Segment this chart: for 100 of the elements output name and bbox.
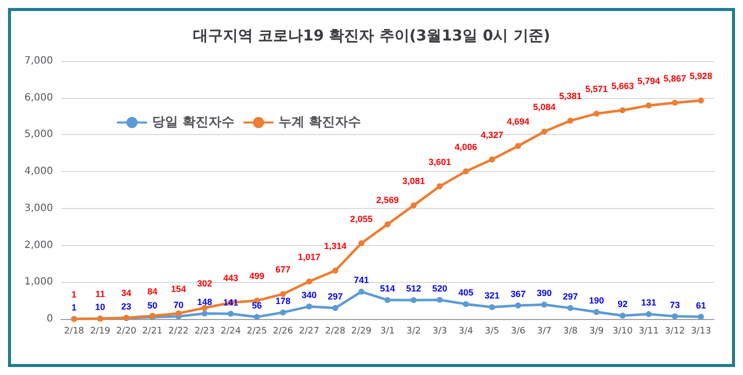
x-tick-label: 3/7 [536,326,552,336]
data-label: 297 [328,292,343,302]
data-label: 5,867 [664,73,686,84]
data-label: 390 [536,288,552,298]
point [567,305,574,312]
data-label: 367 [510,288,526,299]
data-label: 50 [147,300,158,311]
point [228,310,234,317]
y-tick-label: 5,000 [24,129,53,140]
y-tick-label: 0 [46,314,53,324]
x-tick-label: 3/2 [406,326,421,336]
point [306,303,312,310]
point [698,98,704,104]
legend-label: 누계 확진자수 [278,115,362,130]
data-label: 2,055 [350,214,373,224]
point [698,314,704,320]
point [306,278,312,285]
data-label: 5,928 [690,71,712,82]
data-label: 61 [696,300,706,310]
point [515,302,522,308]
x-tick-label: 2/29 [351,326,372,336]
data-label: 34 [121,288,132,298]
y-tick-label: 3,000 [24,202,53,214]
legend-label: 당일 확진자수 [152,115,235,130]
point [593,309,600,315]
data-label: 405 [458,288,474,298]
point [515,142,522,149]
x-tick-label: 2/22 [168,326,189,336]
x-tick-label: 2/26 [272,326,294,336]
point [384,297,390,304]
x-tick-label: 3/8 [563,326,578,336]
data-label: 92 [618,299,628,310]
point [672,313,678,320]
point [280,309,286,316]
point [384,221,390,228]
x-tick-label: 3/12 [664,326,685,336]
x-tick-label: 2/20 [116,326,137,336]
data-label: 5,794 [637,76,660,86]
data-label: 56 [252,300,262,310]
point [488,156,495,163]
point [254,314,260,320]
data-label: 10 [95,302,106,312]
data-label: 148 [197,297,212,308]
data-label: 84 [147,286,158,296]
x-tick-label: 2/27 [299,326,320,336]
point [358,240,364,246]
point [176,310,182,316]
point [646,102,652,108]
y-tick-label: 7,000 [24,56,53,66]
data-label: 5,084 [532,102,556,112]
x-tick-label: 2/21 [142,326,163,336]
data-label: 512 [406,284,422,294]
data-label: 340 [302,290,317,300]
y-tick-label: 4,000 [24,166,53,178]
data-label: 2,569 [376,194,399,205]
point [541,128,548,135]
data-label: 297 [562,292,578,302]
point [462,301,469,308]
data-label: 190 [588,295,604,306]
data-label: 5,663 [611,80,634,91]
data-label: 321 [484,290,500,301]
chart-title: 대구지역 코로나19 확진자 추이(3월13일 0시 기준) [192,26,550,44]
data-label: 520 [432,283,448,294]
data-label: 154 [171,284,186,294]
data-label: 178 [276,296,291,306]
y-tick-label: 6,000 [24,92,53,104]
x-tick-label: 3/11 [638,326,659,336]
point [462,168,469,174]
data-label: 4,327 [480,130,504,140]
data-label: 677 [276,264,291,275]
data-label: 70 [174,300,184,310]
x-tick-label: 3/9 [589,326,604,336]
x-tick-label: 3/3 [432,326,447,336]
data-label: 131 [641,298,656,308]
point [358,288,364,295]
data-label: 1 [72,302,77,312]
point [672,100,678,106]
x-tick-label: 3/5 [484,326,500,336]
point [410,202,417,208]
point [620,107,626,114]
point [541,302,548,308]
point [620,312,626,319]
data-label: 3,081 [402,176,425,186]
data-label: 4,694 [506,116,530,126]
x-tick-label: 3/13 [690,326,712,336]
data-label: 514 [380,284,396,294]
data-label: 23 [121,302,132,312]
x-tick-label: 2/25 [246,326,268,336]
x-tick-label: 3/1 [380,326,395,336]
x-tick-label: 3/10 [612,326,633,336]
point [332,268,338,274]
point [436,296,443,303]
data-label: 3,601 [428,156,452,167]
x-tick-label: 2/19 [90,326,111,336]
data-label: 1,017 [298,252,320,262]
data-label: 5,381 [559,91,582,102]
y-tick-label: 2,000 [24,240,53,251]
point [436,183,443,190]
x-tick-label: 2/28 [325,326,346,336]
data-label: 443 [223,273,238,284]
